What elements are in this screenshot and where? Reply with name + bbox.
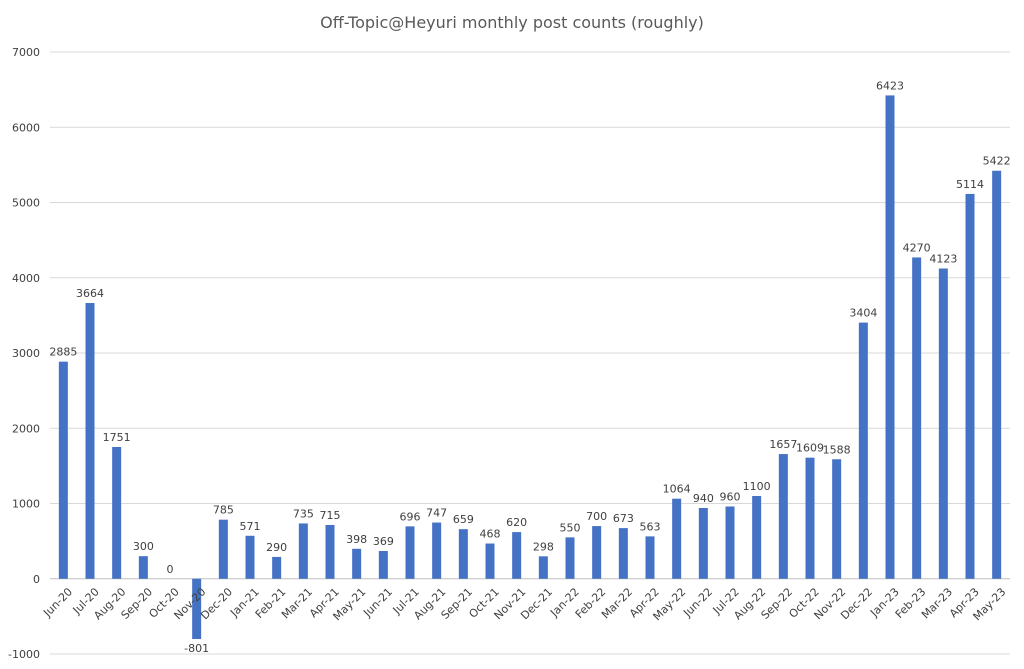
y-tick-label: 7000 [12, 46, 40, 59]
data-label: 550 [560, 521, 581, 534]
bar [805, 457, 815, 579]
y-tick-label: 1000 [12, 498, 40, 511]
bar [485, 543, 495, 579]
bar [992, 170, 1002, 579]
bar [618, 528, 628, 579]
bar [458, 529, 468, 579]
y-axis-ticks: -1000 0 1000 2000 3000 4000 5000 6000 7000 [8, 46, 40, 661]
y-tick-label: 2000 [12, 422, 40, 435]
data-label: 0 [167, 563, 174, 576]
bar [432, 522, 442, 579]
data-label: 747 [426, 507, 447, 520]
data-label: 673 [613, 512, 634, 525]
data-label: 1609 [796, 442, 824, 455]
y-tick-label: 0 [33, 573, 40, 586]
data-label: 2885 [49, 346, 77, 359]
data-label: 1100 [743, 480, 771, 493]
bar [698, 508, 708, 579]
y-tick-label: 5000 [12, 197, 40, 210]
data-label: 700 [586, 510, 607, 523]
y-tick-label: 4000 [12, 272, 40, 285]
gridlines [50, 51, 1010, 655]
bar [592, 526, 602, 579]
bar [538, 556, 548, 579]
x-tick-label: Jun-22 [680, 585, 715, 620]
data-label: 398 [346, 533, 367, 546]
y-tick-label: 3000 [12, 347, 40, 360]
data-label: 5114 [956, 178, 984, 191]
bar [192, 578, 202, 640]
bar [752, 495, 762, 579]
bar [512, 532, 522, 579]
bar [778, 454, 788, 579]
data-label: 3404 [849, 307, 877, 320]
data-label: 369 [373, 535, 394, 548]
bar [672, 498, 682, 579]
bar [858, 322, 868, 579]
data-label: 4123 [929, 252, 957, 265]
data-label: 3664 [76, 287, 104, 300]
bar [325, 524, 335, 579]
bar [912, 257, 922, 579]
bar [138, 556, 148, 579]
data-label: 696 [400, 510, 421, 523]
bar [565, 537, 575, 579]
data-label: 659 [453, 513, 474, 526]
data-label: 1064 [663, 483, 691, 496]
x-axis-ticks: Jun-20Jul-20Aug-20Sep-20Oct-20Nov-20Dec-… [40, 585, 1008, 623]
x-tick-label: Jun-20 [40, 585, 75, 620]
bar [245, 535, 255, 579]
y-tick-label: -1000 [8, 648, 40, 661]
data-label: 468 [480, 528, 501, 541]
bar [645, 536, 655, 579]
bar [405, 526, 415, 579]
data-label: 6423 [876, 79, 904, 92]
data-label: 5422 [983, 155, 1011, 168]
data-label: 1751 [103, 431, 131, 444]
data-label: 785 [213, 504, 234, 517]
data-label: 1588 [823, 443, 851, 456]
bar [112, 446, 122, 579]
bars [58, 95, 1002, 640]
data-label: 290 [266, 541, 287, 554]
data-label: 571 [240, 520, 261, 533]
bar [58, 361, 68, 579]
data-label: 4270 [903, 241, 931, 254]
y-tick-label: 6000 [12, 121, 40, 134]
data-label: 735 [293, 507, 314, 520]
bar [85, 303, 95, 579]
bar [965, 193, 975, 579]
bar [885, 95, 895, 579]
data-label: 960 [720, 491, 741, 504]
data-label: 300 [133, 540, 154, 553]
data-label: 563 [640, 520, 661, 533]
bar [298, 523, 308, 579]
data-label: 620 [506, 516, 527, 529]
bar [272, 556, 282, 579]
data-label: 715 [320, 509, 341, 522]
data-labels: 2885 3664 1751 300 0 -801 785 571 290 735 715 398 36… [49, 79, 1010, 655]
bar [832, 459, 842, 579]
data-label: -801 [184, 642, 209, 655]
data-label: 1657 [769, 438, 797, 451]
bar [725, 506, 735, 579]
x-tick-label: Jun-21 [360, 585, 395, 620]
data-label: 298 [533, 540, 554, 553]
bar [218, 519, 228, 579]
bar [938, 268, 948, 579]
data-label: 940 [693, 492, 714, 505]
bar [378, 550, 388, 579]
chart-title: Off-Topic@Heyuri monthly post counts (ro… [320, 13, 704, 32]
bar [352, 548, 362, 579]
